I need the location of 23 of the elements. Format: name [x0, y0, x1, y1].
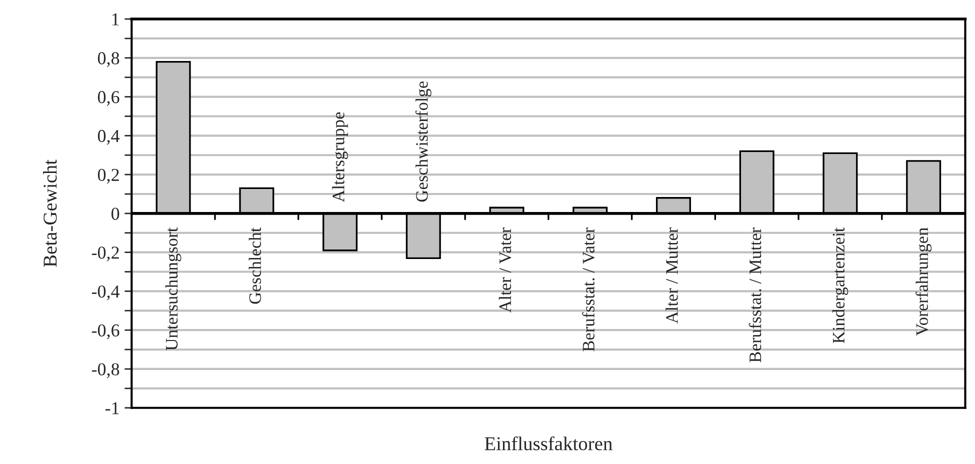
y-axis-title: Beta-Gewicht — [43, 160, 57, 267]
y-tick-label: 0,8 — [98, 52, 120, 67]
y-tick-label: -1 — [105, 402, 119, 414]
y-tick-label: 0,4 — [98, 130, 120, 145]
x-axis-title: Einflussfaktoren — [484, 436, 612, 450]
x-tick-label: Berufsstat. / Vater — [582, 227, 595, 352]
x-tick-label: Berufsstat. / Mutter — [748, 227, 762, 362]
y-tick-label: 0,2 — [98, 168, 119, 184]
y-tick-label: -0,6 — [92, 324, 120, 340]
x-tick-label: Vorerfahrungen — [916, 228, 932, 336]
x-tick-label: Alter / Vater — [498, 227, 512, 313]
x-tick-label: Altersgruppe — [332, 112, 348, 202]
x-tick-label: Geschlecht — [248, 227, 262, 304]
y-tick-label: 0 — [111, 208, 120, 220]
y-tick-label: -0,8 — [92, 363, 120, 378]
x-tick-label: Geschwisterfolge — [415, 81, 432, 202]
x-tick-label: Alter / Mutter — [666, 227, 678, 324]
y-tick-label: 1 — [112, 13, 119, 26]
x-tick-label: Untersuchungsort — [165, 227, 182, 350]
x-tick-label: Kindergartenzeit — [832, 227, 848, 344]
y-tick-label: 0,6 — [98, 91, 120, 106]
y-tick-label: -0,4 — [92, 285, 120, 300]
y-tick-label: -0,2 — [92, 246, 119, 262]
